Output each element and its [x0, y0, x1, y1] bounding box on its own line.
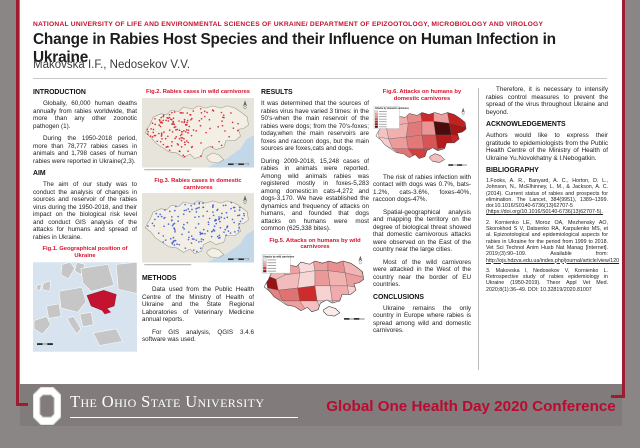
paragraph: During 2009-2018, 15,248 cases of rabies…: [261, 157, 369, 233]
fig5-caption: Fig.5. Attacks on humans by wild carnivo…: [269, 237, 361, 251]
reference-text: 2. Kornienko LE, Moroz OA, Mezhensky AO,…: [486, 219, 608, 258]
risk-text: The risk of rabies infection with contac…: [373, 174, 471, 289]
conference-title: Global One Health Day 2020 Conference: [326, 398, 616, 415]
acknowledgements-text: Authors would like to express their grat…: [486, 132, 608, 162]
fig3-caption: Fig.3. Rabies cases in domestic carnivor…: [154, 177, 242, 191]
reference-text: 1.Fooks, A. R., Banyard, A. C., Horton, …: [486, 178, 608, 210]
osu-block-o-logo: [33, 387, 61, 425]
fig1-caption: Fig.1. Geographical position of Ukraine: [42, 246, 128, 259]
results-text: It was determined that the sources of ra…: [261, 100, 369, 233]
fig6-caption: Fig.6. Attacks on humans by domestic car…: [382, 89, 462, 102]
svg-text:Attacks by wild carnivores: Attacks by wild carnivores: [263, 255, 295, 258]
column-divider: [478, 88, 479, 370]
fig2-caption: Fig.2. Rabies cases in wild carnivores: [145, 89, 251, 95]
paragraph: Ukraine remains the only country in Euro…: [373, 304, 471, 335]
paragraph: Globally, 60,000 human deaths annually f…: [33, 100, 137, 130]
svg-text:Attacks by domestic carnivores: Attacks by domestic carnivores: [375, 107, 410, 110]
paragraph: For GIS analysis, QGIS 3.4.6 software wa…: [142, 328, 254, 344]
paragraph: During the 1950-2018 period, more than 7…: [33, 135, 137, 165]
column-bibliography: Therefore, it is necessary to intensify …: [486, 86, 619, 297]
reference: 3. Makovska I, Nedosekov V, Kornienko L.…: [486, 268, 608, 293]
paragraph: Spatial-geographical analysis and mappin…: [373, 208, 471, 254]
reference-link[interactable]: (https://doi.org/10.1016/S0140-6736(13)6…: [486, 209, 603, 216]
frame-line-right: [622, 0, 625, 398]
paragraph: Therefore, it is necessary to intensify …: [486, 86, 608, 116]
column-results: RESULTS It was determined that the sourc…: [261, 86, 369, 323]
section-heading-bibliography: BIBLIOGRAPHY: [486, 167, 539, 174]
section-heading-aim: AIM: [33, 170, 46, 177]
section-heading-introduction: INTRODUCTION: [33, 89, 86, 96]
frame-foot-right: [611, 395, 625, 398]
methods-text: Data used from the Public Health Centre …: [142, 286, 254, 344]
osu-wordmark: The Ohio State University: [70, 392, 298, 418]
paragraph: The aim of our study was to conduct the …: [33, 181, 137, 241]
reference: 2. Kornienko LE, Moroz OA, Mezhensky AO,…: [486, 219, 619, 264]
frame-line-left: [16, 0, 19, 406]
page-title: Change in Rabies Host Species and their …: [33, 31, 556, 66]
fig5-wild-attacks-map: Attacks by wild carnivores: [261, 254, 365, 320]
fig2-wild-cases-map: [142, 97, 254, 171]
university-banner: NATIONAL UNIVERSITY OF LIFE AND ENVIRONM…: [33, 21, 544, 28]
aim-text: The aim of our study was to conduct the …: [33, 181, 137, 241]
fig3-domestic-cases-map: [142, 193, 254, 266]
paragraph: Authors would like to express their grat…: [486, 132, 608, 162]
paragraph: Data used from the Public Health Centre …: [142, 286, 254, 324]
column-introduction: INTRODUCTION Globally, 60,000 human deat…: [33, 86, 137, 352]
frame-foot-left: [16, 403, 28, 406]
introduction-text: Globally, 60,000 human deaths annually f…: [33, 100, 137, 165]
references-list: 1.Fooks, A. R., Banyard, A. C., Horton, …: [486, 178, 619, 293]
paragraph: It was determined that the sources of ra…: [261, 100, 369, 152]
section-heading-conclusions: CONCLUSIONS: [373, 293, 424, 301]
section-heading-results: RESULTS: [261, 89, 293, 96]
authors: Makovska I.F., Nedosekov V.V.: [33, 59, 191, 71]
fig1-europe-map: [33, 261, 137, 352]
conclusions-text: Ukraine remains the only country in Euro…: [373, 305, 471, 335]
footer-band: [20, 384, 622, 426]
paragraph: The risk of rabies infection with contac…: [373, 173, 471, 204]
section-heading-methods: METHODS: [142, 275, 177, 283]
header-divider: [33, 78, 607, 79]
reference: 1.Fooks, A. R., Banyard, A. C., Horton, …: [486, 178, 608, 216]
column-maps: Fig.2. Rabies cases in wild carnivores F…: [142, 86, 254, 349]
reference-link[interactable]: http://ojs.hdzva.edu.ua/index.php/journa…: [486, 257, 620, 264]
reference-text: 3. Makovska I, Nedosekov V, Kornienko L.…: [486, 267, 608, 293]
section-heading-acknowledgements: ACKNOWLEDGEMENTS: [486, 121, 566, 128]
fig6-domestic-attacks-map: Attacks by domestic carnivores: [373, 106, 467, 166]
therefore-text: Therefore, it is necessary to intensify …: [486, 86, 608, 116]
paragraph: Most of the wild carnivores were attacke…: [373, 258, 471, 289]
column-risk-conclusions: Fig.6. Attacks on humans by domestic car…: [373, 86, 471, 340]
